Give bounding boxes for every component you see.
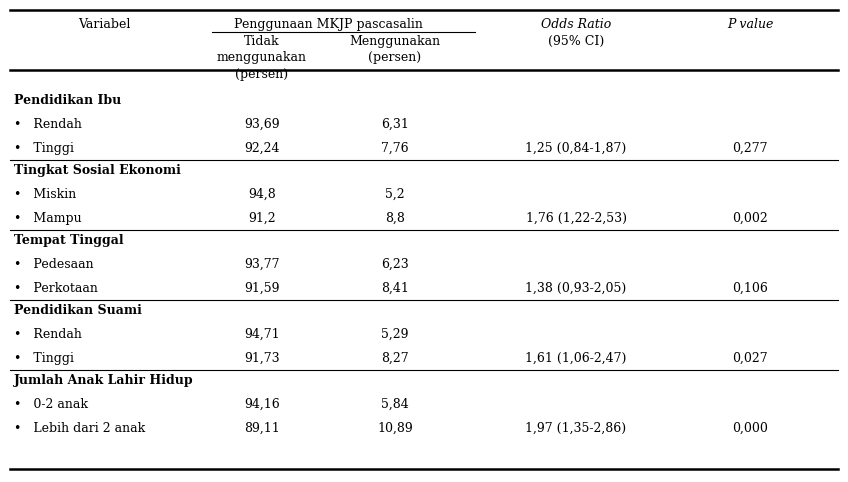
- Text: 89,11: 89,11: [244, 422, 280, 435]
- Text: 7,76: 7,76: [382, 142, 409, 155]
- Text: 5,84: 5,84: [381, 398, 409, 411]
- Text: P value: P value: [727, 18, 773, 31]
- Text: 0,002: 0,002: [732, 212, 768, 225]
- Text: •   Pedesaan: • Pedesaan: [14, 258, 93, 271]
- Text: 1,25 (0,84-1,87): 1,25 (0,84-1,87): [526, 142, 627, 155]
- Text: Tingkat Sosial Ekonomi: Tingkat Sosial Ekonomi: [14, 164, 181, 177]
- Text: Variabel: Variabel: [78, 18, 131, 31]
- Text: •   Rendah: • Rendah: [14, 328, 82, 341]
- Text: Jumlah Anak Lahir Hidup: Jumlah Anak Lahir Hidup: [14, 374, 193, 387]
- Text: 5,29: 5,29: [382, 328, 409, 341]
- Text: 91,73: 91,73: [244, 352, 280, 365]
- Text: 1,61 (1,06-2,47): 1,61 (1,06-2,47): [525, 352, 627, 365]
- Text: 8,8: 8,8: [385, 212, 405, 225]
- Text: 94,16: 94,16: [244, 398, 280, 411]
- Text: 0,027: 0,027: [732, 352, 767, 365]
- Text: 10,89: 10,89: [377, 422, 413, 435]
- Text: 92,24: 92,24: [244, 142, 280, 155]
- Text: 6,23: 6,23: [381, 258, 409, 271]
- Text: 8,27: 8,27: [382, 352, 409, 365]
- Text: Odds Ratio: Odds Ratio: [541, 18, 611, 31]
- Text: •   Tinggi: • Tinggi: [14, 352, 74, 365]
- Text: Tempat Tinggal: Tempat Tinggal: [14, 234, 124, 247]
- Text: Pendidikan Suami: Pendidikan Suami: [14, 304, 142, 317]
- Text: •   Lebih dari 2 anak: • Lebih dari 2 anak: [14, 422, 145, 435]
- Text: Menggunakan
(persen): Menggunakan (persen): [349, 35, 441, 65]
- Text: 93,77: 93,77: [244, 258, 280, 271]
- Text: 5,2: 5,2: [385, 188, 404, 201]
- Text: 94,71: 94,71: [244, 328, 280, 341]
- Text: •   Mampu: • Mampu: [14, 212, 81, 225]
- Text: 94,8: 94,8: [248, 188, 276, 201]
- Text: 91,2: 91,2: [248, 212, 276, 225]
- Text: 0,106: 0,106: [732, 282, 768, 295]
- Text: (95% CI): (95% CI): [548, 35, 604, 48]
- Text: 6,31: 6,31: [381, 118, 409, 131]
- Text: •   Perkotaan: • Perkotaan: [14, 282, 98, 295]
- Text: •   Miskin: • Miskin: [14, 188, 76, 201]
- Text: 8,41: 8,41: [381, 282, 409, 295]
- Text: 93,69: 93,69: [244, 118, 280, 131]
- Text: 1,38 (0,93-2,05): 1,38 (0,93-2,05): [526, 282, 627, 295]
- Text: Tidak
menggunakan
(persen): Tidak menggunakan (persen): [217, 35, 307, 81]
- Text: •   0-2 anak: • 0-2 anak: [14, 398, 88, 411]
- Text: •   Rendah: • Rendah: [14, 118, 82, 131]
- Text: 91,59: 91,59: [244, 282, 280, 295]
- Text: 1,97 (1,35-2,86): 1,97 (1,35-2,86): [526, 422, 627, 435]
- Text: 0,277: 0,277: [733, 142, 767, 155]
- Text: 0,000: 0,000: [732, 422, 768, 435]
- Text: Pendidikan Ibu: Pendidikan Ibu: [14, 94, 121, 107]
- Text: 1,76 (1,22-2,53): 1,76 (1,22-2,53): [526, 212, 627, 225]
- Text: Penggunaan MKJP pascasalin: Penggunaan MKJP pascasalin: [234, 18, 423, 31]
- Text: •   Tinggi: • Tinggi: [14, 142, 74, 155]
